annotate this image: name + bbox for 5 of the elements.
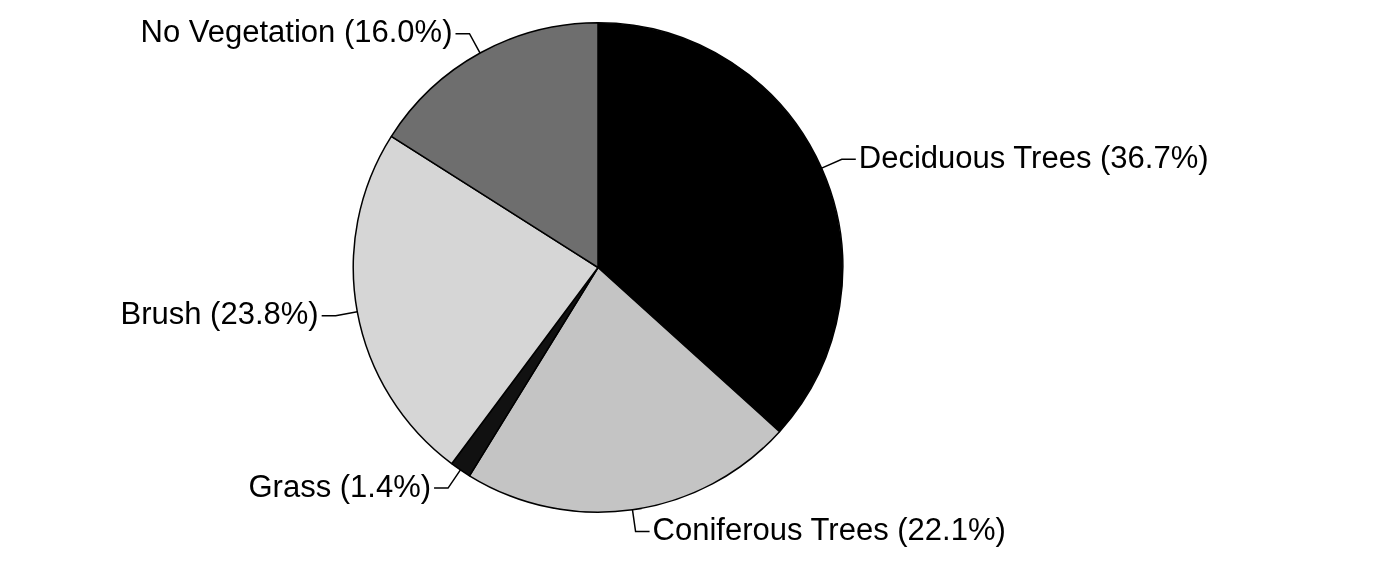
slice-label: Grass (1.4%) [248, 468, 432, 504]
slice-label: Coniferous Trees (22.1%) [652, 512, 1006, 548]
slice-label: Deciduous Trees (36.7%) [858, 139, 1209, 175]
slice-label: No Vegetation (16.0%) [140, 14, 453, 50]
slice-label: Brush (23.8%) [120, 296, 319, 332]
